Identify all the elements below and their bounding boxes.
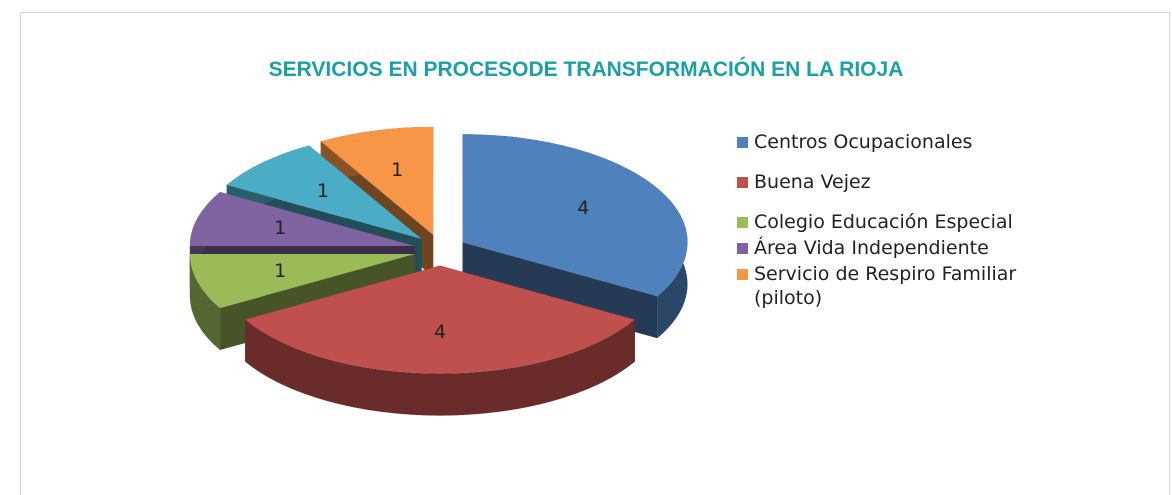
legend-swatch bbox=[737, 243, 748, 254]
legend-swatch bbox=[737, 217, 748, 228]
slice bbox=[245, 265, 635, 374]
slice-side bbox=[245, 319, 635, 416]
legend-label: Centros Ocupacionales bbox=[754, 131, 973, 153]
slice-side bbox=[189, 254, 221, 351]
slice-label: 4 bbox=[577, 197, 589, 219]
slice-label: 1 bbox=[391, 159, 403, 181]
legend-label: Colegio Educación Especial bbox=[754, 211, 1013, 233]
slice bbox=[226, 145, 422, 239]
legend-item: Servicio de Respiro Familiar (piloto) bbox=[737, 262, 1037, 310]
slice bbox=[320, 126, 434, 235]
legend-swatch bbox=[737, 177, 748, 188]
slice bbox=[189, 191, 415, 246]
legend-label: Área Vida Independiente bbox=[754, 237, 989, 259]
slice-label: 1 bbox=[274, 260, 286, 282]
card-frame bbox=[20, 12, 1170, 495]
legend-label: Servicio de Respiro Familiar (piloto) bbox=[754, 263, 1017, 309]
slice bbox=[462, 134, 688, 297]
legend: Centros Ocupacionales Buena Vejez Colegio … bbox=[737, 130, 1037, 312]
chart-title: SERVICIOS EN PROCESODE TRANSFORMACIÓN EN… bbox=[268, 58, 904, 81]
slice-label: 1 bbox=[274, 217, 286, 239]
slice-label: 4 bbox=[434, 321, 446, 343]
slice-label: 1 bbox=[317, 180, 329, 202]
legend-item: Colegio Educación Especial bbox=[737, 210, 1037, 234]
slice bbox=[189, 254, 415, 309]
legend-swatch bbox=[737, 137, 748, 148]
legend-item: Centros Ocupacionales bbox=[737, 130, 1037, 154]
legend-label: Buena Vejez bbox=[754, 171, 871, 193]
legend-item: Área Vida Independiente bbox=[737, 236, 1037, 260]
legend-item: Buena Vejez bbox=[737, 170, 1037, 194]
legend-swatch bbox=[737, 269, 748, 280]
